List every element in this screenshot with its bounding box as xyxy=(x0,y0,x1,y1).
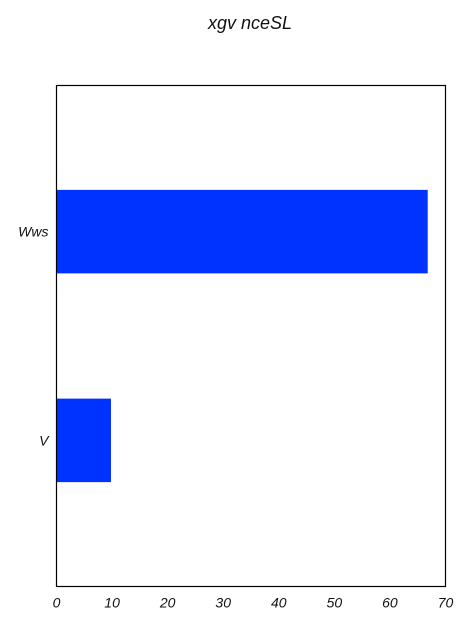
x-tick-label-10: 10 xyxy=(104,595,120,611)
y-tick-label-v: V xyxy=(39,432,50,448)
x-tick-label-0: 0 xyxy=(53,595,61,611)
ticks-layer: V Wws 0 10 20 30 40 50 60 70 xyxy=(18,224,453,611)
x-tick-label-40: 40 xyxy=(271,595,287,611)
y-tick-label-wws: Wws xyxy=(18,224,48,240)
x-tick-label-60: 60 xyxy=(382,595,398,611)
plot-frame xyxy=(55,84,447,588)
x-tick-label-20: 20 xyxy=(159,595,176,611)
x-tick-label-70: 70 xyxy=(438,595,454,611)
x-tick-label-50: 50 xyxy=(327,595,343,611)
bars-layer xyxy=(56,189,428,483)
bar-wws xyxy=(56,189,428,274)
chart-title: xgv nceSL xyxy=(207,13,292,33)
bar-v xyxy=(56,398,111,483)
x-tick-label-30: 30 xyxy=(215,595,231,611)
